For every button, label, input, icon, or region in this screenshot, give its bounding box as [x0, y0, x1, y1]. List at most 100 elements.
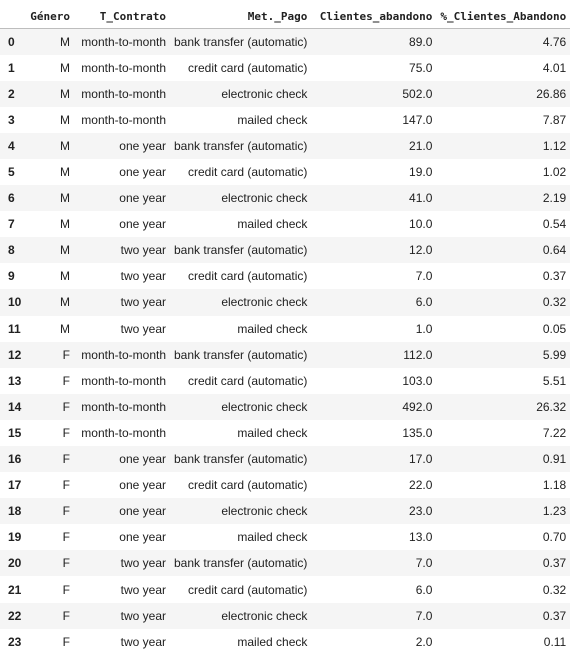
cell-clientes: 135.0 — [402, 425, 433, 440]
cell-pago: bank transfer (automatic) — [174, 34, 308, 49]
cell-contrato: one year — [119, 504, 166, 519]
cell-contrato: month-to-month — [81, 425, 166, 440]
row-index: 17 — [8, 478, 22, 493]
cell-pago: electronic check — [221, 86, 308, 101]
cell-pago: mailed check — [237, 321, 308, 336]
cell-contrato: one year — [119, 452, 166, 467]
row-index: 0 — [8, 34, 15, 49]
cell-clientes: 23.0 — [409, 504, 433, 519]
cell-pct: 26.86 — [536, 86, 567, 101]
cell-pct: 5.51 — [542, 373, 567, 388]
cell-pct: 0.37 — [542, 608, 567, 623]
cell-genero: M — [60, 243, 70, 258]
cell-pct: 4.01 — [542, 60, 567, 75]
column-header-pago: Met._Pago — [247, 9, 308, 23]
cell-genero: F — [62, 504, 70, 519]
cell-clientes: 10.0 — [409, 217, 433, 232]
cell-pago: bank transfer (automatic) — [174, 243, 308, 258]
cell-clientes: 502.0 — [402, 86, 433, 101]
row-index: 6 — [8, 191, 15, 206]
cell-genero: M — [60, 191, 70, 206]
row-index: 7 — [8, 217, 15, 232]
row-index: 9 — [8, 269, 15, 284]
row-index: 2 — [8, 86, 15, 101]
column-header-genero: Género — [30, 9, 70, 23]
cell-contrato: one year — [119, 217, 166, 232]
cell-pct: 4.76 — [542, 34, 567, 49]
cell-genero: F — [62, 556, 70, 571]
cell-pago: credit card (automatic) — [188, 165, 308, 180]
cell-genero: M — [60, 60, 70, 75]
cell-pago: mailed check — [237, 217, 308, 232]
cell-pago: credit card (automatic) — [188, 269, 308, 284]
cell-genero: F — [62, 634, 70, 649]
cell-pct: 0.37 — [542, 269, 567, 284]
cell-contrato: month-to-month — [81, 347, 166, 362]
cell-pct: 1.02 — [542, 165, 567, 180]
row-index: 22 — [8, 608, 22, 623]
cell-genero: M — [60, 217, 70, 232]
cell-genero: F — [62, 530, 70, 545]
cell-pct: 5.99 — [542, 347, 567, 362]
cell-clientes: 17.0 — [409, 452, 433, 467]
cell-clientes: 2.0 — [415, 634, 433, 649]
cell-contrato: month-to-month — [81, 34, 166, 49]
cell-pct: 0.32 — [542, 295, 567, 310]
cell-clientes: 147.0 — [402, 112, 433, 127]
column-header-pct: %_Clientes_Abandono — [440, 9, 567, 23]
cell-clientes: 6.0 — [415, 582, 433, 597]
cell-clientes: 21.0 — [409, 138, 433, 153]
cell-contrato: two year — [120, 243, 166, 258]
cell-pago: mailed check — [237, 530, 308, 545]
table-header: Género T_Contrato Met._Pago Clientes_aba… — [0, 4, 571, 29]
cell-genero: F — [62, 582, 70, 597]
cell-contrato: month-to-month — [81, 373, 166, 388]
cell-contrato: two year — [120, 269, 166, 284]
cell-clientes: 7.0 — [415, 269, 433, 284]
cell-pct: 7.87 — [542, 112, 567, 127]
cell-genero: F — [62, 373, 70, 388]
cell-genero: M — [60, 112, 70, 127]
cell-pct: 1.12 — [542, 138, 567, 153]
cell-pago: electronic check — [221, 608, 308, 623]
cell-clientes: 75.0 — [409, 60, 433, 75]
row-index: 13 — [8, 373, 22, 388]
cell-pago: bank transfer (automatic) — [174, 347, 308, 362]
dataframe-table: Género T_Contrato Met._Pago Clientes_aba… — [0, 4, 571, 655]
cell-pct: 0.05 — [542, 321, 567, 336]
index-column-header — [0, 4, 26, 29]
row-index: 10 — [8, 295, 22, 310]
cell-contrato: one year — [119, 191, 166, 206]
cell-pct: 1.23 — [542, 504, 567, 519]
cell-pct: 0.64 — [542, 243, 567, 258]
row-index: 18 — [8, 504, 22, 519]
column-header-contrato: T_Contrato — [99, 9, 166, 23]
cell-pago: bank transfer (automatic) — [174, 138, 308, 153]
row-index: 14 — [8, 399, 22, 414]
cell-pago: credit card (automatic) — [188, 478, 308, 493]
row-index: 21 — [8, 582, 22, 597]
cell-genero: F — [62, 399, 70, 414]
cell-pago: bank transfer (automatic) — [174, 452, 308, 467]
cell-genero: F — [62, 452, 70, 467]
cell-pct: 0.11 — [543, 634, 567, 649]
cell-genero: M — [60, 138, 70, 153]
cell-contrato: month-to-month — [81, 399, 166, 414]
cell-clientes: 89.0 — [409, 34, 433, 49]
cell-pct: 0.54 — [542, 217, 567, 232]
column-header-clientes: Clientes_abandono — [319, 9, 433, 23]
cell-pago: bank transfer (automatic) — [174, 556, 308, 571]
cell-contrato: one year — [119, 478, 166, 493]
